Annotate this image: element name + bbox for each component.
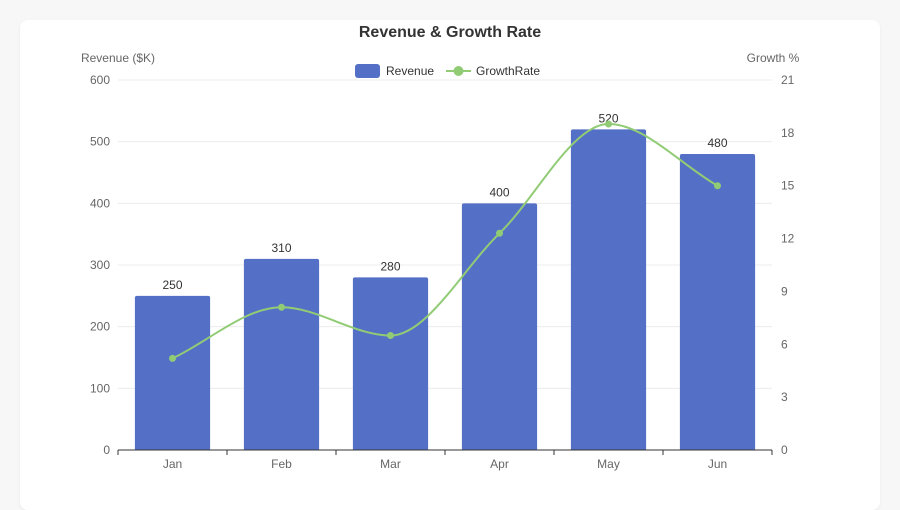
revenue-bars: 250 310 280 400 520 480 [134,111,756,450]
revenue-data-label: 310 [271,241,291,255]
left-axis-name: Revenue ($K) [81,51,155,65]
growth-point[interactable] [496,229,503,237]
revenue-bar[interactable] [243,258,320,450]
legend-growth-marker [453,66,464,76]
grid-lines [118,79,772,389]
revenue-bar[interactable] [352,277,429,450]
growth-point[interactable] [605,120,612,128]
chart-card: Revenue & Growth Rate Revenue ($K) Growt… [20,20,880,510]
chart-title: Revenue & Growth Rate [359,24,541,41]
x-tick-label: Apr [490,457,509,471]
revenue-bar[interactable] [134,295,211,450]
left-tick-label: 200 [90,320,110,334]
x-tick-label: May [597,457,620,471]
right-tick-label: 21 [781,73,795,87]
right-axis-name: Growth % [747,51,800,65]
revenue-data-label: 250 [162,278,182,292]
left-tick-label: 100 [90,381,110,395]
growth-point[interactable] [387,331,394,339]
revenue-data-label: 520 [598,111,618,125]
growth-line-series [169,120,721,362]
chart-svg: Revenue & Growth Rate Revenue ($K) Growt… [81,24,800,471]
right-tick-label: 15 [781,179,795,193]
revenue-data-label: 400 [489,185,509,199]
x-tick-label: Jun [708,457,727,471]
legend-revenue-label: Revenue [386,64,434,78]
left-tick-label: 0 [103,443,110,457]
legend: Revenue GrowthRate [355,64,540,78]
legend-growth-label: GrowthRate [476,64,540,78]
left-tick-label: 600 [90,73,110,87]
growth-line [172,123,718,360]
axes: 0 100 200 300 400 500 600 0 3 6 9 12 15 18 21 Jan Feb Mar… [90,73,795,471]
right-tick-label: 0 [781,443,788,457]
growth-point[interactable] [714,182,721,190]
legend-item-growthrate[interactable]: GrowthRate [446,64,540,78]
right-tick-label: 3 [781,390,788,404]
left-tick-label: 500 [90,135,110,149]
revenue-data-label: 480 [707,136,727,150]
revenue-bar[interactable] [461,203,538,450]
x-tick-label: Feb [271,457,292,471]
right-tick-label: 18 [781,126,795,140]
right-tick-label: 12 [781,232,795,246]
x-tick-label: Jan [163,457,182,471]
left-tick-label: 400 [90,196,110,210]
revenue-bar[interactable] [679,154,756,450]
x-tick-label: Mar [380,457,401,471]
right-tick-label: 6 [781,337,788,351]
legend-item-revenue[interactable]: Revenue [355,64,434,78]
growth-point[interactable] [278,303,285,311]
growth-point[interactable] [169,354,176,362]
revenue-data-label: 280 [380,259,400,273]
right-tick-label: 9 [781,284,788,298]
legend-revenue-swatch [355,64,380,78]
left-tick-label: 300 [90,258,110,272]
revenue-bar[interactable] [570,129,647,450]
